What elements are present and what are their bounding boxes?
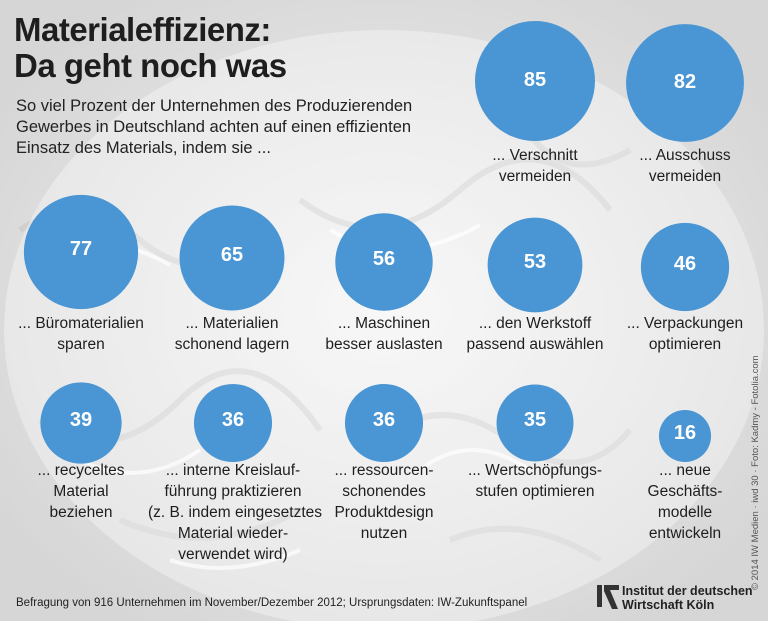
bubble-value-6: 53 <box>524 251 546 273</box>
bubble-label-line: ... recyceltes <box>37 462 125 479</box>
bubble-label-line: ... Ausschuss <box>639 147 731 164</box>
bubble-value-3: 77 <box>70 238 92 260</box>
iw-logo: Institut der deutschen Wirtschaft Köln <box>596 583 756 615</box>
bubble-label-line: modelle <box>657 504 713 521</box>
bubble-10 <box>344 383 424 463</box>
bubble-3 <box>23 194 139 310</box>
bubble-11 <box>496 384 574 462</box>
bubble-label-8: ... recyceltes Material beziehen <box>0 460 166 523</box>
bubble-value-5: 56 <box>373 248 395 270</box>
bubble-2 <box>626 24 744 142</box>
bubble-5 <box>335 213 433 311</box>
bubble-8 <box>40 382 122 464</box>
bubble-label-4: ... Materialien schonend lagern <box>147 313 317 355</box>
bubble-1 <box>475 21 595 141</box>
page-title: Materialeffizienz: Da geht noch was <box>14 12 314 84</box>
bubble-9 <box>193 383 273 463</box>
bubble-label-line: ... den Werkstoff <box>478 315 592 332</box>
bubble-label-line: optimieren <box>648 336 722 353</box>
copyright-note: © 2014 IW Medien · iwd 30 · Foto: Kadmy … <box>750 355 761 590</box>
bubble-label-line: Produktdesign <box>334 504 434 521</box>
bubble-7 <box>640 222 730 312</box>
bubble-label-5: ... Maschinen besser auslasten <box>299 313 469 355</box>
bubble-label-line: ... ressourcen- <box>334 462 434 479</box>
bubble-label-line: (z. B. indem eingesetztes <box>148 504 323 521</box>
bubble-value-4: 65 <box>221 244 243 266</box>
subtitle-line-2: Gewerbes in Deutschland achten auf einen… <box>16 118 412 136</box>
bubble-label-line: schonend lagern <box>174 336 290 353</box>
source-footnote: Befragung von 916 Unternehmen im Novembe… <box>16 597 528 609</box>
bubble-label-line: führung praktizieren <box>164 483 302 500</box>
bubble-value-7: 46 <box>674 253 696 275</box>
logo-text: Institut der deutschen Wirtschaft Köln <box>622 584 753 612</box>
logo-line-2: Wirtschaft Köln <box>622 598 715 612</box>
bubble-label-line: vermeiden <box>498 168 572 185</box>
bubble-label-line: vermeiden <box>648 168 722 185</box>
bubble-label-line: ... interne Kreislauf- <box>165 462 301 479</box>
bubble-label-9: ... interne Kreislauf-führung praktizier… <box>148 460 323 565</box>
bubble-label-line: ... neue <box>659 462 711 479</box>
bubble-4 <box>179 205 285 311</box>
bubble-label-line: sparen <box>57 336 105 353</box>
subtitle: So viel Prozent der Unternehmen des Prod… <box>16 96 446 159</box>
bubble-label-line: ... Wertschöpfungs- <box>467 462 603 479</box>
bubble-label-6: ... den Werkstoff passend auswählen <box>450 313 620 355</box>
bubble-label-line: ... Maschinen <box>337 315 431 332</box>
bubble-label-line: nutzen <box>360 525 408 542</box>
bubble-6 <box>487 217 583 313</box>
bubble-label-line: ... Verpackungen <box>626 315 744 332</box>
subtitle-line-1: So viel Prozent der Unternehmen des Prod… <box>16 97 413 115</box>
bubble-label-line: passend auswählen <box>466 336 604 353</box>
bubble-label-line: beziehen <box>49 504 113 521</box>
bubble-value-8: 39 <box>70 409 92 431</box>
bubble-label-line: ... Büromaterialien <box>18 315 144 332</box>
bubble-label-line: Material wieder- <box>177 525 289 542</box>
bubble-label-line: besser auslasten <box>325 336 443 353</box>
title-line-1: Materialeffizienz: <box>14 11 271 48</box>
bubble-label-3: ... Büromaterialien sparen <box>0 313 166 355</box>
bubble-value-10: 36 <box>373 409 395 431</box>
iw-logo-icon <box>597 585 619 609</box>
bubble-value-9: 36 <box>222 409 244 431</box>
bubble-label-line: ... Materialien <box>185 315 279 332</box>
title-line-2: Da geht noch was <box>14 47 287 84</box>
bubble-label-2: ... Ausschuss vermeiden <box>600 145 768 187</box>
bubble-label-line: verwendet wird) <box>178 546 288 563</box>
bubble-label-11: ... Wertschöpfungs-stufen optimieren <box>450 460 620 502</box>
bubble-label-line: ... Verschnitt <box>492 147 578 164</box>
bubble-value-12: 16 <box>674 422 696 444</box>
bubble-label-line: Geschäfts- <box>647 483 723 500</box>
bubble-value-1: 85 <box>524 69 546 91</box>
bubble-label-line: Material <box>53 483 109 500</box>
bubble-label-line: schonendes <box>342 483 426 500</box>
logo-line-1: Institut der deutschen <box>622 584 753 598</box>
bubble-label-12: ... neue Geschäfts-modelle entwickeln <box>600 460 768 544</box>
bubble-label-line: entwickeln <box>648 525 722 542</box>
bubble-label-7: ... Verpackungen optimieren <box>600 313 768 355</box>
bubble-label-line: stufen optimieren <box>475 483 595 500</box>
subtitle-line-3: Einsatz des Materials, indem sie ... <box>16 139 271 157</box>
bubble-label-10: ... ressourcen-schonendes Produktdesign nu… <box>299 460 469 544</box>
bubble-12 <box>658 409 712 463</box>
bubble-value-2: 82 <box>674 71 696 93</box>
bubble-label-1: ... Verschnitt vermeiden <box>450 145 620 187</box>
bubble-value-11: 35 <box>524 409 546 431</box>
